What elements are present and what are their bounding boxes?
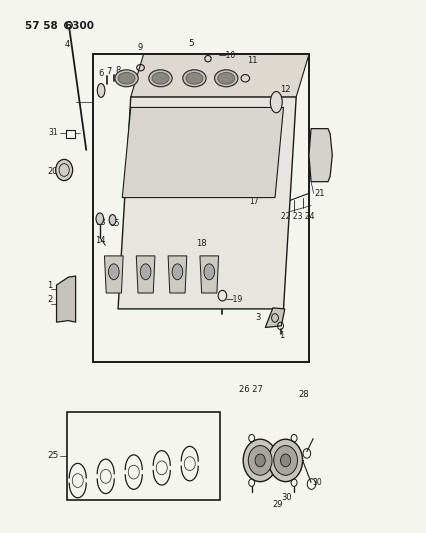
Ellipse shape: [172, 264, 182, 280]
Ellipse shape: [96, 213, 104, 224]
Text: 3: 3: [254, 313, 260, 322]
Ellipse shape: [152, 72, 169, 84]
Circle shape: [254, 454, 265, 467]
Circle shape: [273, 446, 297, 475]
Polygon shape: [104, 256, 123, 293]
Ellipse shape: [214, 70, 237, 87]
Ellipse shape: [217, 72, 234, 84]
Ellipse shape: [140, 264, 150, 280]
Text: 15: 15: [109, 219, 120, 228]
Text: 1: 1: [47, 281, 52, 290]
Text: —10: —10: [218, 51, 235, 60]
Polygon shape: [130, 54, 308, 97]
Text: 2: 2: [47, 295, 52, 304]
Polygon shape: [136, 256, 155, 293]
Text: 57 58  6300: 57 58 6300: [25, 21, 93, 30]
Polygon shape: [199, 256, 218, 293]
Ellipse shape: [182, 70, 206, 87]
Text: 26 27: 26 27: [239, 385, 262, 394]
Polygon shape: [118, 97, 296, 309]
Text: 11: 11: [247, 56, 257, 65]
Polygon shape: [265, 308, 284, 327]
Ellipse shape: [270, 92, 282, 113]
Polygon shape: [168, 256, 186, 293]
Polygon shape: [122, 108, 283, 198]
Text: 9: 9: [138, 43, 143, 52]
Circle shape: [248, 446, 271, 475]
Text: 30: 30: [281, 494, 291, 503]
Text: 20: 20: [47, 167, 58, 176]
Text: 25: 25: [47, 451, 58, 461]
Bar: [92, 54, 308, 362]
Text: 29: 29: [271, 500, 282, 510]
Circle shape: [280, 454, 290, 467]
Text: 8: 8: [115, 66, 120, 75]
Text: 14: 14: [95, 236, 106, 245]
Text: 1: 1: [279, 330, 284, 340]
Ellipse shape: [108, 264, 119, 280]
Ellipse shape: [204, 264, 214, 280]
Text: 4: 4: [64, 40, 69, 49]
Ellipse shape: [118, 72, 135, 84]
Text: 21: 21: [314, 189, 324, 198]
Bar: [67, 413, 219, 500]
Text: 5: 5: [187, 39, 193, 48]
Ellipse shape: [109, 215, 115, 225]
Bar: [66, 130, 75, 138]
Circle shape: [243, 439, 276, 482]
Text: —16: —16: [248, 189, 266, 198]
Polygon shape: [56, 276, 75, 322]
Text: 17: 17: [248, 197, 258, 206]
Text: 28: 28: [298, 390, 308, 399]
Polygon shape: [308, 128, 331, 182]
Circle shape: [55, 159, 72, 181]
Ellipse shape: [148, 70, 172, 87]
Text: 12: 12: [279, 85, 290, 94]
Text: —19: —19: [225, 295, 242, 304]
Text: 13: 13: [95, 218, 106, 227]
Ellipse shape: [97, 84, 105, 98]
Text: 7: 7: [106, 67, 112, 76]
Text: 6: 6: [98, 69, 103, 78]
Circle shape: [268, 439, 302, 482]
Text: 18: 18: [196, 239, 207, 248]
Text: 30: 30: [312, 478, 322, 487]
Text: 31: 31: [49, 127, 58, 136]
Ellipse shape: [185, 72, 202, 84]
Ellipse shape: [115, 70, 138, 87]
Text: 22 23 24: 22 23 24: [281, 213, 314, 221]
